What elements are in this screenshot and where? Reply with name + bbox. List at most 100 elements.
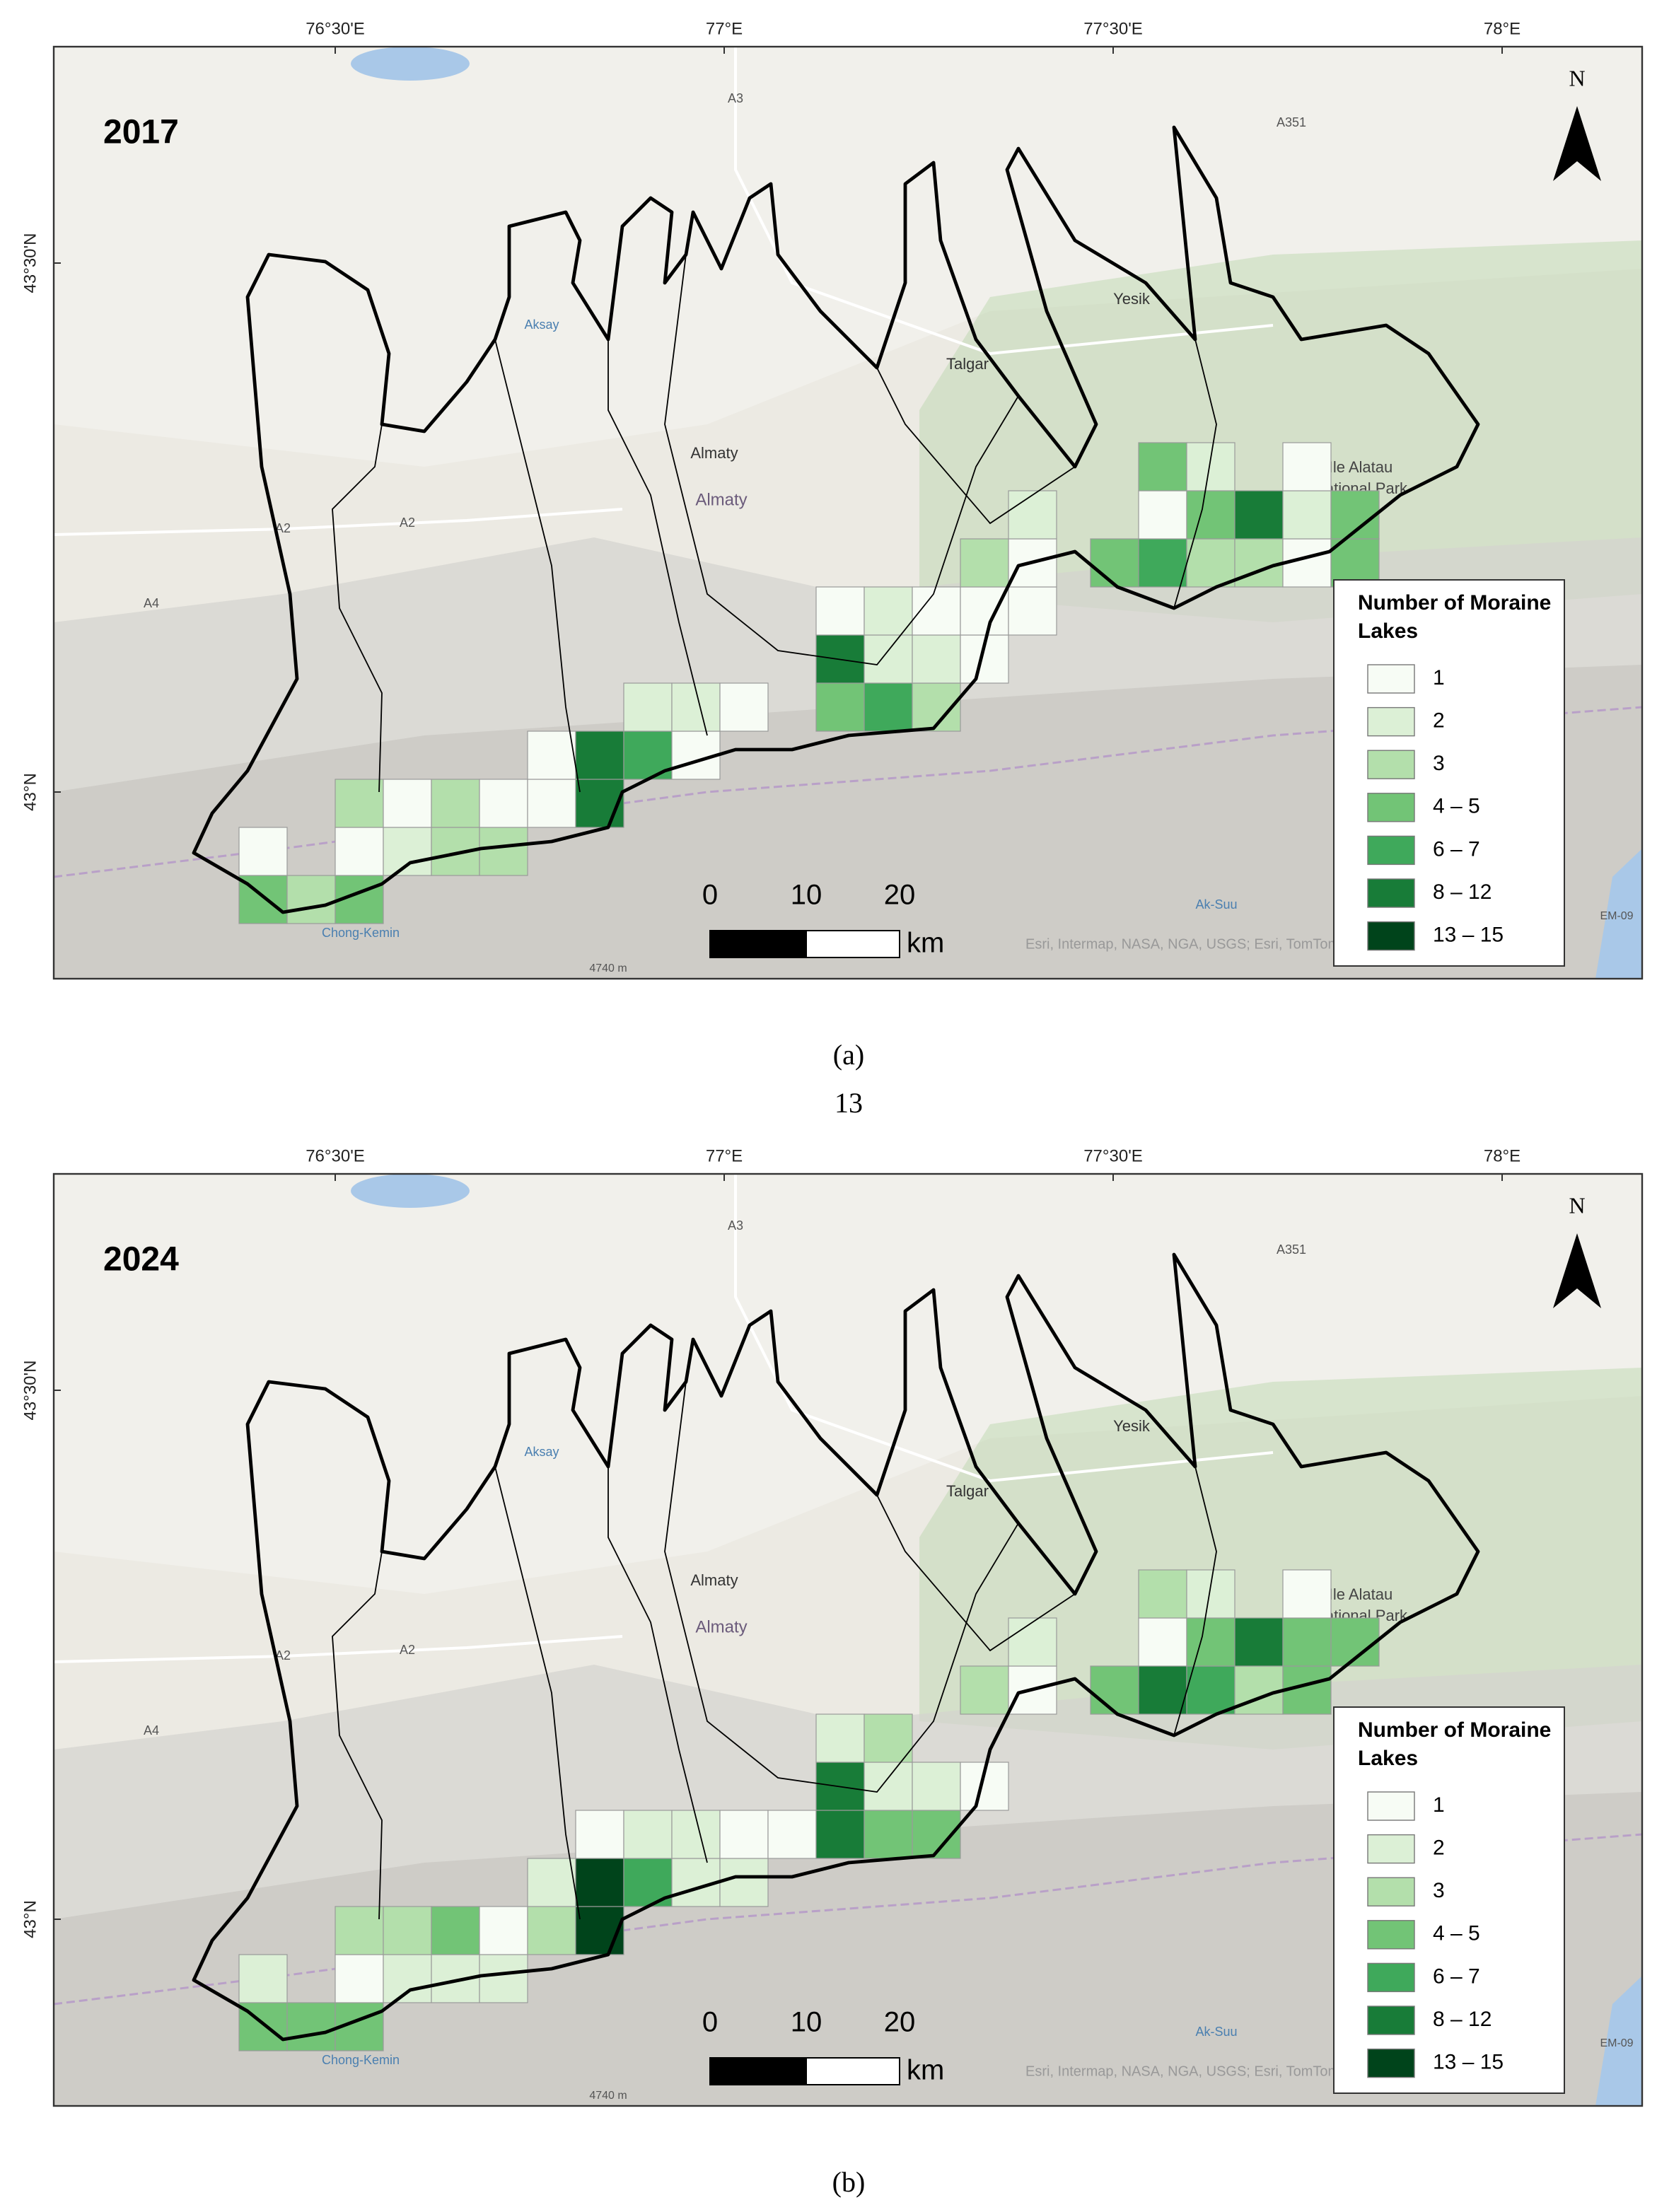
grid-cell — [1138, 1665, 1187, 1715]
grid-cell — [1186, 1617, 1236, 1667]
grid-cell — [335, 1954, 384, 2003]
legend-swatch — [1367, 1920, 1415, 1950]
grid-cell — [719, 1810, 769, 1859]
lon-label: 77°30'E — [1083, 19, 1143, 38]
grid-cell — [575, 1906, 624, 1955]
grid-cell — [1234, 538, 1284, 588]
legend-title: Number of Moraine — [1358, 591, 1551, 615]
legend-swatch — [1367, 1877, 1415, 1907]
north-label: N — [1569, 1192, 1585, 1218]
map-panel: A3 A351 Yesik Talgar Almaty Almaty Ile Alatau N… — [21, 1146, 1644, 2198]
grid-cell — [335, 1906, 384, 1955]
grid-cell — [238, 827, 288, 876]
sub-watershed-line — [332, 1551, 383, 1920]
place-label: A4 — [144, 1723, 159, 1737]
legend-swatch — [1367, 750, 1415, 779]
year-label: 2024 — [103, 1241, 179, 1279]
grid-cell — [864, 586, 913, 636]
legend-swatch — [1367, 878, 1415, 908]
legend-label: 3 — [1433, 1879, 1445, 1902]
scale-bar — [709, 930, 807, 958]
grid-cell — [719, 682, 769, 732]
place-label: A351 — [1277, 115, 1306, 129]
grid-cell — [335, 779, 384, 828]
grid-cell — [864, 1762, 913, 1811]
lat-label: 43°30'N — [21, 233, 40, 293]
grid-cell — [1138, 442, 1187, 491]
sub-watershed-line — [876, 1409, 1076, 1652]
scale-label: 20 — [884, 2007, 916, 2038]
grid-cell — [815, 1713, 865, 1763]
grid-cell — [1282, 1569, 1332, 1619]
grid-cell — [383, 779, 432, 828]
grid-cell — [912, 634, 961, 684]
road — [734, 47, 1274, 356]
map-frame — [52, 1172, 1644, 2107]
legend-swatch — [1367, 2006, 1415, 2035]
legend-label: 2 — [1433, 1836, 1445, 1860]
legend-label: 8 – 12 — [1433, 880, 1492, 904]
attribution: Esri, Intermap, NASA, NGA, USGS; Esri, T… — [1025, 936, 1339, 952]
sub-watershed-line — [494, 1466, 581, 1920]
grid-cell — [383, 1906, 432, 1955]
grid-cell — [575, 1810, 624, 1859]
scale-label: 20 — [884, 880, 916, 911]
legend-label: 13 – 15 — [1433, 924, 1504, 947]
grid-cell — [238, 1954, 288, 2003]
legend-swatch — [1367, 835, 1415, 866]
place-label: Chong-Kemin — [322, 2053, 400, 2067]
forest-zone — [919, 1368, 1642, 1750]
grid-cell — [1008, 1617, 1057, 1667]
sub-watershed-line — [1173, 339, 1217, 609]
scale-label: 0 — [702, 2007, 718, 2038]
legend-swatch — [1367, 2048, 1415, 2078]
place-label: Ak-Suu — [1195, 897, 1237, 912]
place-label: Ak-Suu — [1195, 2025, 1237, 2039]
place-label: A2 — [275, 521, 291, 535]
terrain-north — [54, 47, 1642, 467]
legend-swatch — [1367, 1791, 1415, 1821]
place-label: EM-09 — [1600, 910, 1633, 922]
grid-cell — [1090, 538, 1139, 588]
place-label: Chong-Kemin — [322, 926, 400, 940]
sub-watershed-line — [607, 339, 708, 736]
place-label: A2 — [275, 1648, 291, 1663]
grid-cell — [431, 779, 480, 828]
scale-label: 10 — [791, 2007, 822, 2038]
road — [54, 1635, 623, 1663]
grid-cell — [767, 1810, 817, 1859]
sub-watershed-line — [494, 339, 581, 793]
north-arrow — [1553, 1233, 1601, 1308]
grid-cell — [527, 1906, 576, 1955]
watershed-outline — [192, 125, 1480, 914]
grid-cell — [623, 682, 673, 732]
sub-watershed-line — [664, 254, 1019, 665]
lat-label: 43°N — [21, 1900, 40, 1938]
place-label: Yesik — [1113, 290, 1151, 308]
grid-cell — [815, 1810, 865, 1859]
place-label: A3 — [728, 1218, 743, 1233]
place-label: A3 — [728, 91, 743, 105]
lake — [351, 1174, 470, 1208]
legend-title: Number of Moraine — [1358, 1718, 1551, 1742]
grid-cell — [1234, 1665, 1284, 1715]
grid-cell — [527, 779, 576, 828]
place-label: EM-09 — [1600, 2037, 1633, 2049]
scale-bar — [806, 2057, 900, 2085]
grid-cell — [1138, 538, 1187, 588]
map-panel: A3 A351 Yesik Talgar Almaty Almaty Ile Alatau N… — [21, 19, 1644, 1071]
place-label: Yesik — [1113, 1417, 1151, 1435]
page-number: 13 — [835, 1087, 863, 1119]
attribution: Esri, Intermap, NASA, NGA, USGS; Esri, T… — [1025, 2063, 1339, 2079]
sub-watershed-line — [876, 282, 1076, 525]
sub-watershed-line — [1173, 1466, 1217, 1736]
grid-cell — [479, 779, 528, 828]
grid-cell — [1282, 1617, 1332, 1667]
grid-cell — [719, 1858, 769, 1907]
place-label: A4 — [144, 596, 159, 610]
sub-watershed-line — [607, 1467, 708, 1863]
scale-bar — [806, 930, 900, 958]
grid-cell — [575, 730, 624, 780]
place-label: Talgar — [946, 1482, 989, 1500]
lon-label: 76°30'E — [306, 1146, 365, 1165]
